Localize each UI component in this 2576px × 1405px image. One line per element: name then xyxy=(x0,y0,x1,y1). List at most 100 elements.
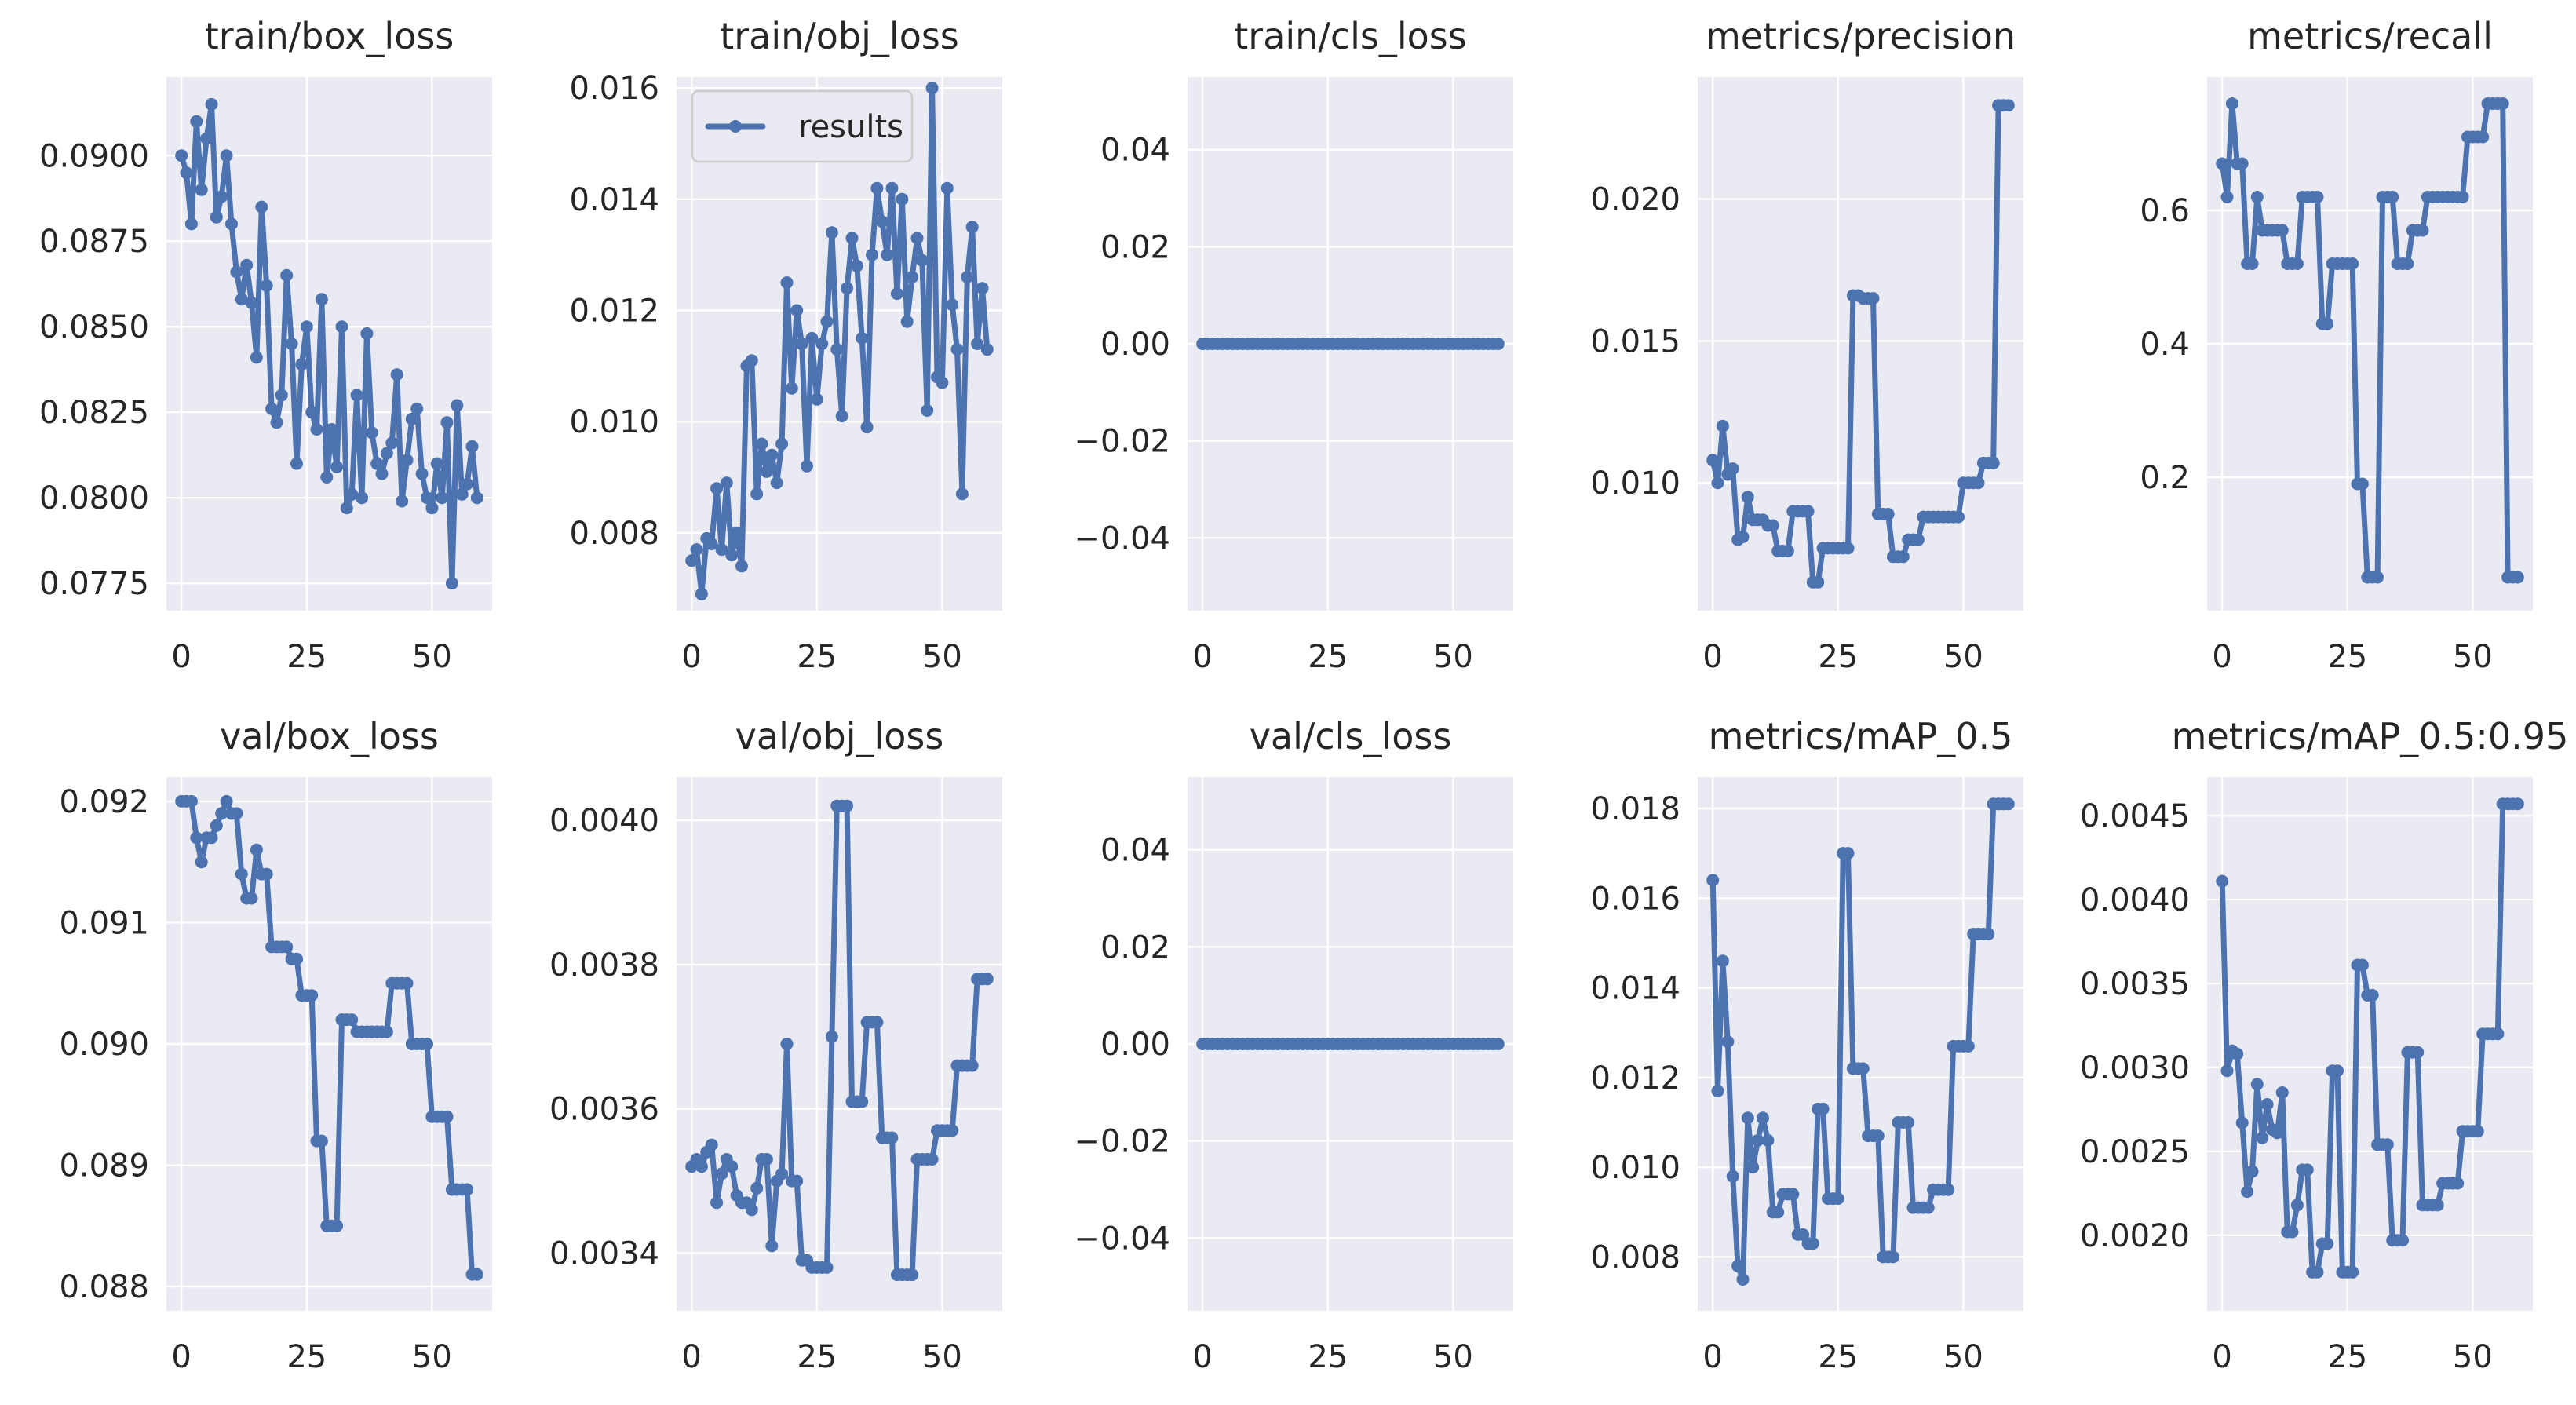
chart-val-box-loss-data-point xyxy=(315,1134,328,1148)
chart-metrics-recall-data-point xyxy=(2290,257,2304,270)
chart-val-box-loss-data-point xyxy=(210,819,223,832)
chart-val-cls-loss-y-tick-label: 0.02 xyxy=(1100,929,1170,965)
chart-val-box-loss: 0.088 0.089 0.090 0.091 0.092 0 25 50 val/box_lo… xyxy=(59,715,492,1375)
chart-metrics-map-0-5-data-point xyxy=(1721,1035,1735,1049)
chart-train-obj-loss-data-point xyxy=(830,343,844,356)
chart-train-box-loss-data-point xyxy=(325,423,338,436)
chart-metrics-map-0-5-0-95-data-point xyxy=(2491,1027,2505,1041)
chart-metrics-precision-data-point xyxy=(1841,542,1855,555)
chart-train-box-loss-data-point xyxy=(275,389,288,402)
chart-train-obj-loss-data-point xyxy=(730,526,743,539)
chart-metrics-recall-data-point xyxy=(2401,257,2414,270)
chart-metrics-recall-y-tick-label: 0.6 xyxy=(2140,193,2190,229)
legend-label: results xyxy=(798,109,903,145)
chart-train-box-loss-data-point xyxy=(335,320,348,334)
chart-val-box-loss-data-point xyxy=(195,856,208,869)
chart-train-box-loss-data-point xyxy=(451,399,464,412)
chart-train-box-loss-data-point xyxy=(405,412,418,425)
chart-val-box-loss-data-point xyxy=(380,1025,393,1038)
chart-val-obj-loss-data-point xyxy=(775,1167,789,1181)
chart-train-obj-loss-x-tick-label: 0 xyxy=(681,639,701,675)
chart-train-box-loss-data-point xyxy=(320,471,334,484)
chart-metrics-precision-data-point xyxy=(1741,491,1754,504)
chart-val-box-loss-y-tick-label: 0.090 xyxy=(59,1027,149,1063)
chart-train-cls-loss-y-tick-label: 0.04 xyxy=(1100,133,1170,169)
chart-train-obj-loss-data-point xyxy=(745,354,758,367)
chart-train-box-loss-data-point xyxy=(345,487,359,501)
chart-val-obj-loss-data-point xyxy=(906,1268,919,1282)
chart-train-obj-loss-y-tick-label: 0.010 xyxy=(569,404,659,440)
chart-metrics-recall-data-point xyxy=(2416,224,2429,237)
chart-train-obj-loss-data-point xyxy=(921,404,934,417)
chart-val-box-loss-data-point xyxy=(184,794,198,808)
chart-metrics-recall-title: metrics/recall xyxy=(2247,15,2493,57)
chart-train-obj-loss-data-point xyxy=(976,282,989,295)
chart-train-obj-loss-data-point xyxy=(866,248,878,261)
chart-train-cls-loss-title: train/cls_loss xyxy=(1234,15,1466,57)
chart-val-cls-loss-y-tick-label: −0.04 xyxy=(1074,1221,1170,1257)
chart-val-obj-loss-data-point xyxy=(925,1153,939,1166)
chart-train-obj-loss-data-point xyxy=(720,476,733,490)
chart-train-obj-loss-data-point xyxy=(910,232,924,245)
chart-metrics-map-0-5-y-tick-label: 0.018 xyxy=(1590,791,1680,827)
chart-metrics-recall-data-point xyxy=(2321,317,2334,330)
chart-train-box-loss-plot-area xyxy=(166,77,492,611)
chart-train-cls-loss-y-tick-label: −0.02 xyxy=(1074,424,1170,460)
chart-metrics-precision-x-tick-label: 50 xyxy=(1943,639,1983,675)
chart-metrics-map-0-5-data-point xyxy=(1771,1206,1785,1219)
chart-metrics-recall-data-point xyxy=(2235,157,2249,170)
chart-val-box-loss-y-tick-label: 0.089 xyxy=(59,1148,149,1184)
chart-val-obj-loss-data-point xyxy=(750,1181,764,1195)
chart-metrics-map-0-5-0-95-data-point xyxy=(2411,1046,2425,1059)
chart-metrics-recall-data-point xyxy=(2355,477,2369,491)
chart-val-obj-loss-data-point xyxy=(980,973,994,986)
chart-metrics-precision-data-point xyxy=(1911,533,1925,546)
chart-train-obj-loss-data-point xyxy=(690,543,703,557)
chart-metrics-map-0-5-data-point xyxy=(1921,1201,1935,1214)
chart-metrics-map-0-5-0-95-data-point xyxy=(2311,1265,2324,1279)
chart-train-box-loss-data-point xyxy=(270,416,283,429)
chart-metrics-map-0-5-0-95-data-point xyxy=(2381,1138,2394,1151)
chart-train-obj-loss-data-point xyxy=(695,587,708,600)
chart-train-box-loss-data-point xyxy=(235,293,248,306)
chart-train-cls-loss-x-tick-label: 50 xyxy=(1433,639,1473,675)
chart-val-obj-loss-data-point xyxy=(825,1030,838,1043)
chart-train-obj-loss-data-point xyxy=(841,282,854,295)
chart-train-box-loss-data-point xyxy=(205,97,218,111)
chart-train-box-loss-data-point xyxy=(455,487,469,501)
chart-metrics-recall-data-point xyxy=(2216,157,2229,170)
chart-train-obj-loss-data-point xyxy=(980,343,994,356)
chart-metrics-map-0-5-0-95-data-point xyxy=(2346,1265,2359,1279)
chart-metrics-precision-data-point xyxy=(1726,462,1739,476)
chart-val-cls-loss-y-tick-label: −0.02 xyxy=(1074,1124,1170,1160)
chart-train-box-loss-x-tick-label: 50 xyxy=(412,639,452,675)
chart-metrics-map-0-5-0-95-data-point xyxy=(2511,797,2524,811)
chart-train-box-loss-data-point xyxy=(215,190,228,203)
chart-train-box-loss-data-point xyxy=(210,210,223,224)
chart-metrics-map-0-5-0-95-y-tick-label: 0.0040 xyxy=(2080,882,2190,918)
chart-val-obj-loss-data-point xyxy=(715,1167,728,1181)
chart-train-obj-loss-data-point xyxy=(810,392,823,406)
chart-train-box-loss-data-point xyxy=(375,467,389,480)
chart-metrics-precision-y-tick-label: 0.020 xyxy=(1590,182,1680,218)
chart-metrics-precision-data-point xyxy=(1781,545,1794,557)
chart-val-obj-loss-x-tick-label: 25 xyxy=(797,1339,837,1375)
chart-val-obj-loss-y-tick-label: 0.0038 xyxy=(549,947,659,984)
chart-train-obj-loss-data-point xyxy=(725,549,739,562)
chart-train-obj-loss-data-point xyxy=(885,181,899,195)
chart-train-box-loss-data-point xyxy=(400,454,414,467)
chart-train-obj-loss-data-point xyxy=(965,221,979,234)
chart-val-box-loss-data-point xyxy=(290,952,303,965)
chart-val-box-loss-y-tick-label: 0.092 xyxy=(59,784,149,820)
chart-metrics-map-0-5-0-95-data-point xyxy=(2286,1225,2299,1239)
chart-metrics-recall-data-point xyxy=(2275,224,2289,237)
chart-train-box-loss-title: train/box_loss xyxy=(205,15,454,57)
chart-metrics-map-0-5-y-tick-label: 0.016 xyxy=(1590,881,1680,917)
chart-metrics-map-0-5-data-point xyxy=(1902,1116,1915,1129)
chart-val-cls-loss-data-point xyxy=(1491,1038,1505,1050)
chart-metrics-precision-x-tick-label: 25 xyxy=(1818,639,1858,675)
chart-val-box-loss-data-point xyxy=(190,831,203,845)
chart-train-box-loss-data-point xyxy=(440,416,454,429)
chart-train-box-loss-data-point xyxy=(295,358,308,371)
